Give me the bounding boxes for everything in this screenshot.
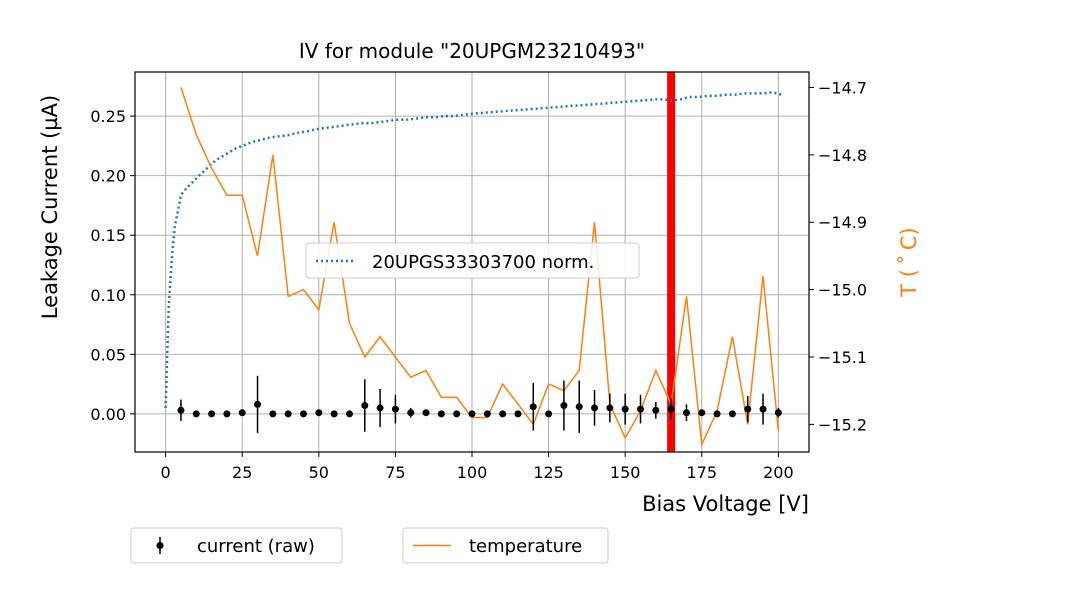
y-tick-label: 0.20 <box>90 167 126 186</box>
temperature-line <box>180 87 780 448</box>
current-point <box>667 405 675 413</box>
y-axis-ticks: 0.00 0.05 0.10 0.15 0.20 0.25 <box>90 107 135 424</box>
x-axis-ticks: 0 25 50 75 100 125 150 175 200 <box>161 452 794 482</box>
current-point <box>315 409 323 417</box>
current-point <box>483 410 491 418</box>
current-point <box>422 409 430 417</box>
current-point <box>192 410 200 418</box>
temperature-series <box>180 87 780 448</box>
legend-current-label: current (raw) <box>197 536 315 557</box>
y-tick-label: 0.10 <box>90 286 126 305</box>
x-tick-label: 125 <box>533 463 564 482</box>
x-axis-label: Bias Voltage [V] <box>642 492 809 516</box>
legend-temperature-label: temperature <box>469 536 582 557</box>
current-point <box>744 405 752 413</box>
legend-inside: 20UPGS33303700 norm. <box>305 242 640 279</box>
current-point <box>284 410 292 418</box>
y2-tick-label: −14.9 <box>818 213 867 232</box>
current-point <box>774 409 782 417</box>
current-point <box>361 402 369 410</box>
current-point <box>652 406 660 414</box>
y2-tick-label: −14.7 <box>818 78 867 97</box>
x-tick-label: 200 <box>763 463 794 482</box>
x-tick-label: 25 <box>232 463 252 482</box>
current-point <box>238 409 246 417</box>
current-point <box>376 404 384 412</box>
y2-tick-label: −15.1 <box>818 348 867 367</box>
current-point <box>391 405 399 413</box>
current-point <box>682 409 690 417</box>
chart-title: IV for module "20UPGM23210493" <box>299 39 645 63</box>
y2-axis-label: T ( ˚ C) <box>897 227 921 297</box>
current-series <box>177 375 782 433</box>
current-point <box>177 406 185 414</box>
current-point <box>468 410 476 418</box>
x-tick-label: 0 <box>161 463 171 482</box>
y-tick-label: 0.15 <box>90 226 126 245</box>
x-tick-label: 150 <box>610 463 641 482</box>
y-axis-label: Leakage Current (µA) <box>38 95 62 319</box>
norm-line <box>164 91 782 408</box>
current-point <box>330 410 338 418</box>
x-tick-label: 175 <box>686 463 717 482</box>
current-point <box>269 410 277 418</box>
x-tick-label: 100 <box>457 463 488 482</box>
current-point <box>560 402 568 410</box>
y2-tick-label: −15.2 <box>818 415 867 434</box>
current-point <box>453 410 461 418</box>
current-point <box>300 410 307 418</box>
current-point <box>759 405 767 413</box>
current-point <box>514 410 522 418</box>
current-point <box>208 410 216 418</box>
current-point <box>637 405 644 413</box>
current-point <box>437 410 445 418</box>
current-point <box>345 410 353 418</box>
current-point <box>713 410 721 418</box>
legend-current: current (raw) <box>130 527 343 564</box>
y-tick-label: 0.00 <box>90 405 126 424</box>
current-point <box>223 410 231 418</box>
legend-current-marker <box>156 542 164 549</box>
y-tick-label: 0.05 <box>90 345 126 364</box>
current-point <box>621 405 629 413</box>
current-point <box>545 410 553 418</box>
x-tick-label: 50 <box>309 463 329 482</box>
y2-tick-label: −15.0 <box>818 281 867 300</box>
current-point <box>254 400 262 408</box>
y2-axis-ticks: −14.7 −14.8 −14.9 −15.0 −15.1 −15.2 <box>809 78 867 434</box>
y2-tick-label: −14.8 <box>818 146 867 165</box>
norm-series <box>164 91 782 408</box>
current-point <box>407 409 415 417</box>
current-point <box>575 403 583 411</box>
x-tick-label: 75 <box>385 463 405 482</box>
y-tick-label: 0.25 <box>90 107 126 126</box>
current-point <box>499 410 507 418</box>
current-point <box>698 409 706 417</box>
legend-temperature: temperature <box>402 527 609 564</box>
current-point <box>591 404 599 412</box>
legend-norm-label: 20UPGS33303700 norm. <box>372 252 594 273</box>
current-point <box>728 410 736 418</box>
current-point <box>529 403 537 411</box>
current-point <box>606 404 614 412</box>
